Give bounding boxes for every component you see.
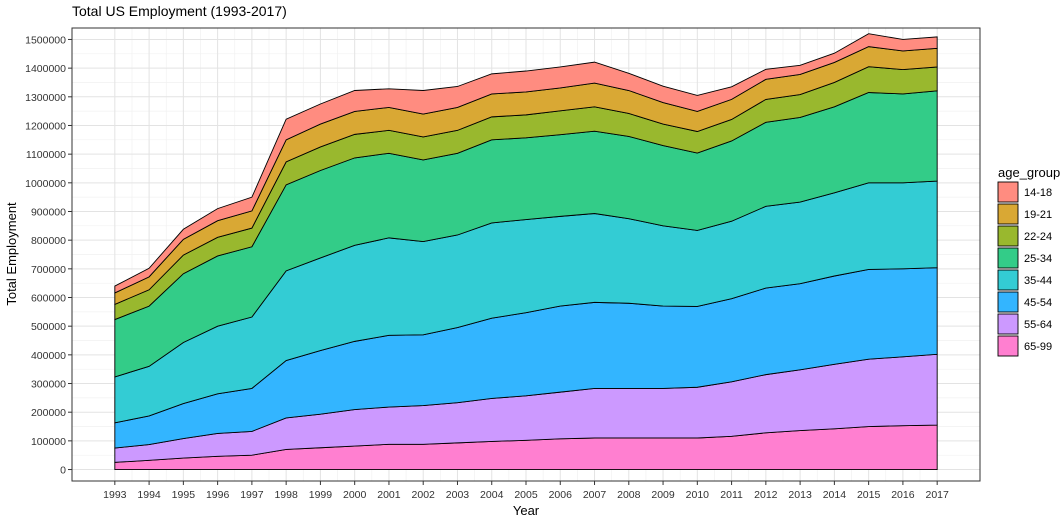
x-tick-label: 1998 xyxy=(274,489,298,501)
legend-label-22-24: 22-24 xyxy=(1024,231,1052,243)
y-tick-label: 300000 xyxy=(31,379,66,391)
x-tick-label: 2002 xyxy=(412,489,436,501)
x-tick-label: 2012 xyxy=(754,489,778,501)
legend-swatch-65-99 xyxy=(997,335,1019,357)
legend-label-65-99: 65-99 xyxy=(1024,341,1052,353)
y-tick-label: 700000 xyxy=(31,264,66,276)
x-tick-label: 2000 xyxy=(343,489,367,501)
y-tick-label: 900000 xyxy=(31,206,66,218)
legend-label-55-64: 55-64 xyxy=(1024,319,1052,331)
y-tick-label: 200000 xyxy=(31,407,66,419)
legend-title: age_group xyxy=(998,165,1060,180)
x-tick-label: 2010 xyxy=(686,489,710,501)
x-tick-label: 1996 xyxy=(206,489,230,501)
x-tick-label: 1993 xyxy=(103,489,127,501)
y-tick-label: 600000 xyxy=(31,293,66,305)
legend: age_group 14-18 19-21 22-24 25-34 35-44 45-54… xyxy=(997,165,1060,357)
x-tick-label: 2013 xyxy=(788,489,812,501)
x-tick-label: 2007 xyxy=(583,489,607,501)
legend-swatch-25-34 xyxy=(997,247,1019,269)
x-tick-label: 2017 xyxy=(925,489,949,501)
x-tick-label: 2003 xyxy=(446,489,470,501)
y-tick-label: 1000000 xyxy=(25,178,66,190)
x-tick-label: 2009 xyxy=(651,489,675,501)
y-tick-label: 800000 xyxy=(31,235,66,247)
legend-label-25-34: 25-34 xyxy=(1024,253,1052,265)
x-tick-label: 2016 xyxy=(891,489,915,501)
x-tick-label: 2014 xyxy=(823,489,847,501)
x-tick-label: 1997 xyxy=(240,489,264,501)
x-axis-ticks: 1993 1994 1995 1996 1997 1998 1999 2000 2001 2002… xyxy=(103,481,949,501)
y-tick-label: 1100000 xyxy=(26,149,66,161)
y-axis-label: Total Employment xyxy=(4,202,19,306)
legend-label-19-21: 19-21 xyxy=(1024,209,1052,221)
legend-swatch-22-24 xyxy=(997,225,1019,247)
legend-label-45-54: 45-54 xyxy=(1024,297,1052,309)
y-tick-label: 500000 xyxy=(31,321,66,333)
legend-swatch-45-54 xyxy=(997,291,1019,313)
y-tick-label: 1200000 xyxy=(25,120,66,132)
y-axis-ticks: 0 100000 200000 300000 400000 500000 600000 700… xyxy=(25,34,72,477)
x-tick-label: 1999 xyxy=(309,489,333,501)
legend-swatch-35-44 xyxy=(997,269,1019,291)
y-tick-label: 1400000 xyxy=(25,63,66,75)
x-tick-label: 2001 xyxy=(377,489,401,501)
legend-label-35-44: 35-44 xyxy=(1024,275,1052,287)
x-tick-label: 2005 xyxy=(514,489,538,501)
area-layers xyxy=(114,33,938,470)
chart-title: Total US Employment (1993-2017) xyxy=(72,3,287,19)
legend-swatch-14-18 xyxy=(997,181,1019,203)
area-14-18 xyxy=(114,33,938,294)
y-tick-label: 400000 xyxy=(31,350,66,362)
y-tick-label: 1300000 xyxy=(25,92,66,104)
x-tick-label: 2004 xyxy=(480,489,504,501)
legend-swatch-55-64 xyxy=(997,313,1019,335)
legend-label-14-18: 14-18 xyxy=(1024,187,1052,199)
y-tick-label: 1500000 xyxy=(25,34,66,46)
x-tick-label: 2006 xyxy=(549,489,573,501)
y-tick-label: 100000 xyxy=(31,436,66,448)
x-tick-label: 1995 xyxy=(172,489,196,501)
x-tick-label: 1994 xyxy=(137,489,161,501)
legend-swatch-19-21 xyxy=(997,203,1019,225)
x-axis-label: Year xyxy=(513,503,540,518)
x-tick-label: 2015 xyxy=(857,489,881,501)
x-tick-label: 2011 xyxy=(720,489,743,501)
x-tick-label: 2008 xyxy=(617,489,641,501)
y-tick-label: 0 xyxy=(60,465,66,477)
